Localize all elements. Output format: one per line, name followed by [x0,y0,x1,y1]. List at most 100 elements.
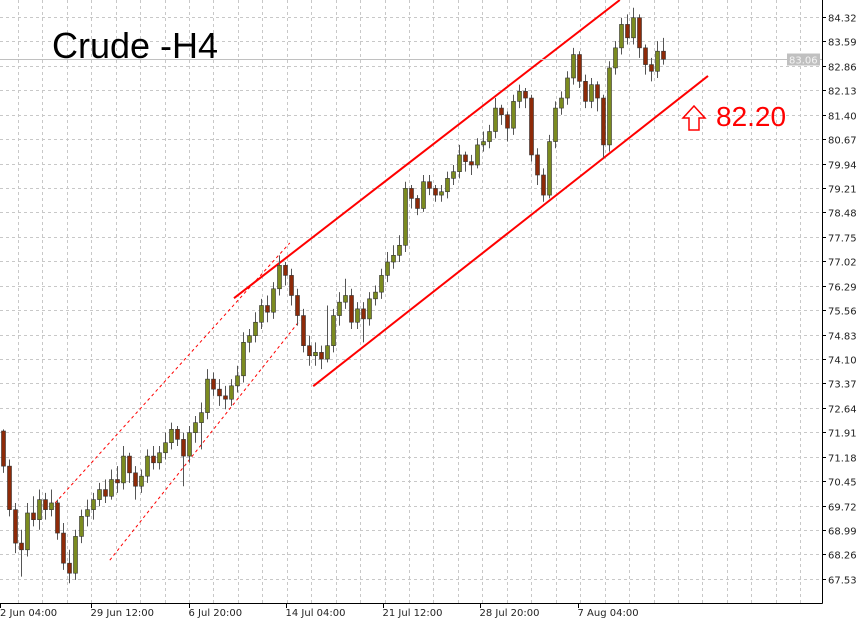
candle-body [139,475,144,487]
candle-body [97,489,102,500]
candle-body [529,97,534,156]
candle-body [421,181,426,209]
candle-body [79,516,84,537]
price-tick-label: 74.10 [828,356,857,367]
candle-bullish [517,84,522,109]
candle-bullish [337,292,342,326]
candle-bearish [31,496,36,527]
candle-bullish [331,308,336,353]
candle-body [199,412,204,423]
candle-body [571,54,576,79]
candle-body [175,429,180,440]
candle-bearish [319,345,324,370]
candle-bullish [277,255,282,296]
candle-body [319,352,324,360]
candle-bullish [79,509,84,544]
candle-bullish [145,449,150,483]
candle-body [115,479,120,484]
candle-bullish [37,489,42,530]
price-tick-label: 79.21 [828,185,857,196]
candle-bearish [415,195,420,216]
current-price-label: 83.06 [787,53,820,67]
candle-bullish [97,482,102,507]
candle-bullish [655,41,660,78]
channel-lines [54,0,709,561]
candle-bullish [547,134,552,199]
candle-bearish [283,262,288,286]
candle-bearish [265,295,270,323]
candle-body [373,291,378,300]
candle-body [145,455,150,477]
candle-bearish [289,268,294,306]
candle-bullish [421,175,426,212]
candle-bearish [541,168,546,202]
channel-line-dashed [109,319,301,561]
candles [1,7,666,584]
candle-bullish [571,47,576,85]
candle-body [217,388,222,397]
candle-bearish [43,492,48,520]
candle-bullish [343,278,348,309]
time-tick-label: 28 Jul 20:00 [480,608,540,619]
candle-body [517,91,522,102]
candle-body [289,275,294,296]
candle-bearish [349,288,354,329]
candle-bullish [259,298,264,329]
candle-bearish [649,57,654,82]
price-tick-label: 79.94 [828,161,857,172]
candle-bullish [49,489,54,517]
candle-body [499,107,504,116]
time-tick-label: 29 Jun 12:00 [91,608,155,619]
candle-bearish [295,288,300,326]
candle-bullish [367,292,372,326]
candle-bearish [61,523,66,570]
candle-bullish [229,379,234,406]
candle-bearish [19,529,24,577]
price-tick-label: 82.13 [828,87,857,98]
candle-body [265,305,270,313]
candle-body [661,50,666,60]
price-tick-label: 74.83 [828,332,857,343]
candle-bullish [193,415,198,443]
price-tick-label: 75.56 [828,307,857,318]
candle-body [37,499,42,520]
candle-body [211,378,216,390]
candle-body [475,144,480,166]
candle-bullish [631,7,636,45]
candle-bullish [589,77,594,109]
candle-bearish [463,151,468,172]
candle-body [427,181,432,189]
candle-bullish [493,98,498,139]
candle-body [409,188,414,199]
candle-bullish [481,131,486,152]
candle-bullish [157,446,162,470]
candle-bullish [325,305,330,363]
candle-bullish [355,302,360,329]
price-tick-label: 82.86 [828,63,857,74]
candle-body [379,275,384,293]
candle-body [7,465,12,510]
candle-body [241,342,246,377]
candle-bullish [607,61,612,152]
candle-bearish [307,335,312,366]
price-tick-label: 72.64 [828,405,857,416]
candle-bullish [475,138,480,169]
up-arrow-outline-icon [681,104,707,131]
candle-body [613,47,618,69]
price-tick-label: 67.53 [828,576,857,587]
candle-body [487,131,492,142]
candle-body [313,352,318,357]
candle-bullish [559,91,564,115]
candle-body [253,321,258,336]
candle-bullish [373,285,378,306]
candle-bullish [241,332,246,383]
candle-bearish [583,74,588,109]
candle-body [1,430,6,467]
candle-body [223,395,228,400]
price-tick-label: 84.32 [828,14,857,25]
candle-body [385,261,390,276]
candle-bearish [211,372,216,396]
candle-body [559,97,564,109]
candle-bearish [409,185,414,209]
